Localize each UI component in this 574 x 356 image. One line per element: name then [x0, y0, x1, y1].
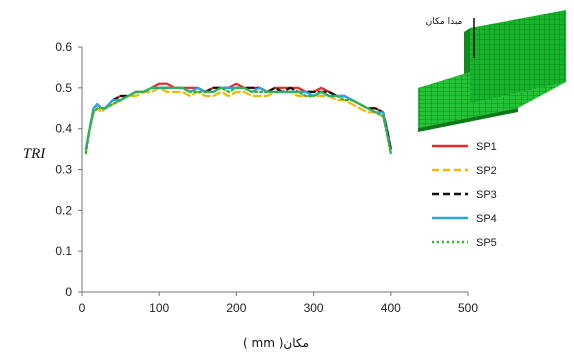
y-tick-label: 0.1: [55, 244, 72, 258]
legend-label-sp4: SP4: [476, 213, 497, 225]
y-tick-label: 0.6: [55, 40, 72, 54]
y-tick-label: 0: [65, 285, 72, 299]
horizontal-plate: [418, 72, 566, 128]
legend-label-sp2: SP2: [476, 165, 497, 177]
chart-legend: SP1 SP2 SP3 SP4 SP5: [432, 141, 497, 249]
mesh-model-inset: مبدا مکان: [418, 10, 566, 132]
series-line-sp2: [84, 86, 392, 155]
vertical-plate: [470, 10, 566, 104]
horizontal-plate-edge: [418, 108, 518, 132]
x-tick-label: 200: [226, 301, 246, 315]
legend-label-sp5: SP5: [476, 237, 497, 249]
x-tick-label: 500: [458, 301, 478, 315]
y-tick-label: 0.3: [55, 163, 72, 177]
chart-axes: [78, 46, 469, 296]
x-tick-label: 300: [304, 301, 324, 315]
tick-labels: 0 0.1 0.2 0.3 0.4 0.5 0.6 0 100 200 300 400 500: [55, 40, 478, 315]
legend-label-sp1: SP1: [476, 141, 497, 153]
series-lines: [84, 82, 392, 155]
y-tick-label: 0.5: [55, 81, 72, 95]
y-axis-label: TRI: [23, 146, 47, 162]
x-tick-label: 0: [79, 301, 86, 315]
x-tick-label: 400: [381, 301, 401, 315]
x-tick-label: 100: [149, 301, 169, 315]
series-line-sp5: [84, 86, 392, 155]
legend-label-sp3: SP3: [476, 189, 497, 201]
origin-label: مبدا مکان: [426, 17, 463, 27]
series-line-sp4: [84, 86, 392, 155]
x-axis-label: مکان( mm ): [243, 336, 309, 350]
y-tick-label: 0.4: [55, 122, 72, 136]
y-tick-label: 0.2: [55, 203, 72, 217]
